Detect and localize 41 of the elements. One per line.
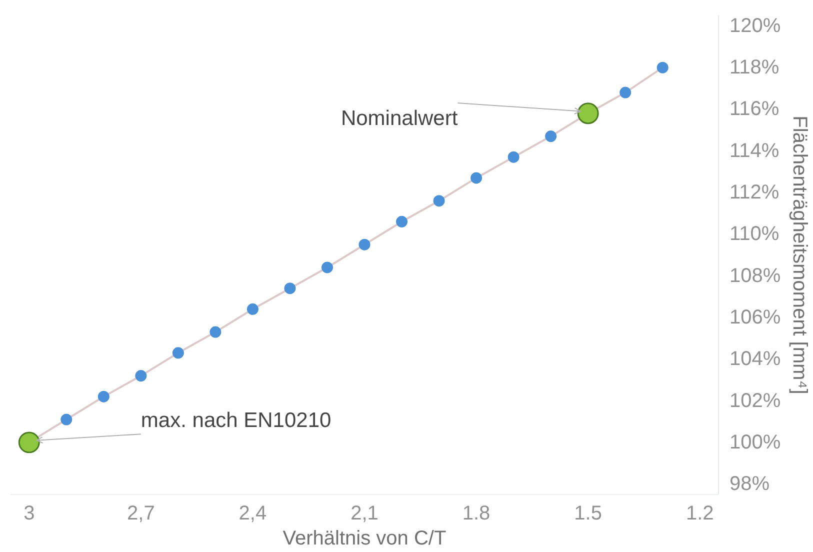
point xyxy=(577,102,599,124)
point xyxy=(284,282,296,294)
point xyxy=(433,195,445,207)
annotation: max. nach EN10210 xyxy=(140,409,332,432)
point xyxy=(358,238,370,250)
x-tick-label: 2,1 xyxy=(350,502,378,524)
annotation: Nominalwert xyxy=(340,106,458,130)
x-tick-label: 1.8 xyxy=(462,502,490,524)
x-tick-label: 2,7 xyxy=(127,502,155,524)
point xyxy=(210,326,222,338)
point xyxy=(98,390,110,402)
x-tick-label: 3 xyxy=(24,502,35,524)
y-tick-label: 120% xyxy=(730,14,781,37)
y-tick-label: 100% xyxy=(730,431,781,454)
point xyxy=(135,370,147,382)
point xyxy=(18,432,40,454)
y-tick-label: 110% xyxy=(730,223,780,246)
point xyxy=(172,347,184,359)
y-tick-label: 108% xyxy=(730,264,781,287)
y-tick-label: 98% xyxy=(730,473,770,496)
point xyxy=(470,172,482,184)
point xyxy=(545,130,557,142)
point xyxy=(508,151,520,163)
y-tick-label: 106% xyxy=(730,306,781,328)
x-axis-title: Verhältnis von C/T xyxy=(282,528,446,550)
point xyxy=(396,216,408,228)
point xyxy=(656,62,668,74)
point xyxy=(620,86,632,98)
x-tick-label: 2,4 xyxy=(238,502,267,524)
y-tick-label: 112% xyxy=(730,182,780,204)
y-axis-title: Flächenträgheitsmoment [mm⁴] xyxy=(788,116,811,394)
x-tick-label: 1.5 xyxy=(574,502,602,524)
y-tick-label: 114% xyxy=(730,140,780,162)
y-tick-label: 104% xyxy=(730,348,781,370)
point xyxy=(60,414,72,426)
y-tick-label: 118% xyxy=(730,56,780,79)
point xyxy=(246,303,258,315)
y-tick-label: 102% xyxy=(730,390,781,412)
y-tick-label: 116% xyxy=(730,98,780,120)
x-tick-label: 1.2 xyxy=(686,502,714,524)
point xyxy=(321,262,333,274)
